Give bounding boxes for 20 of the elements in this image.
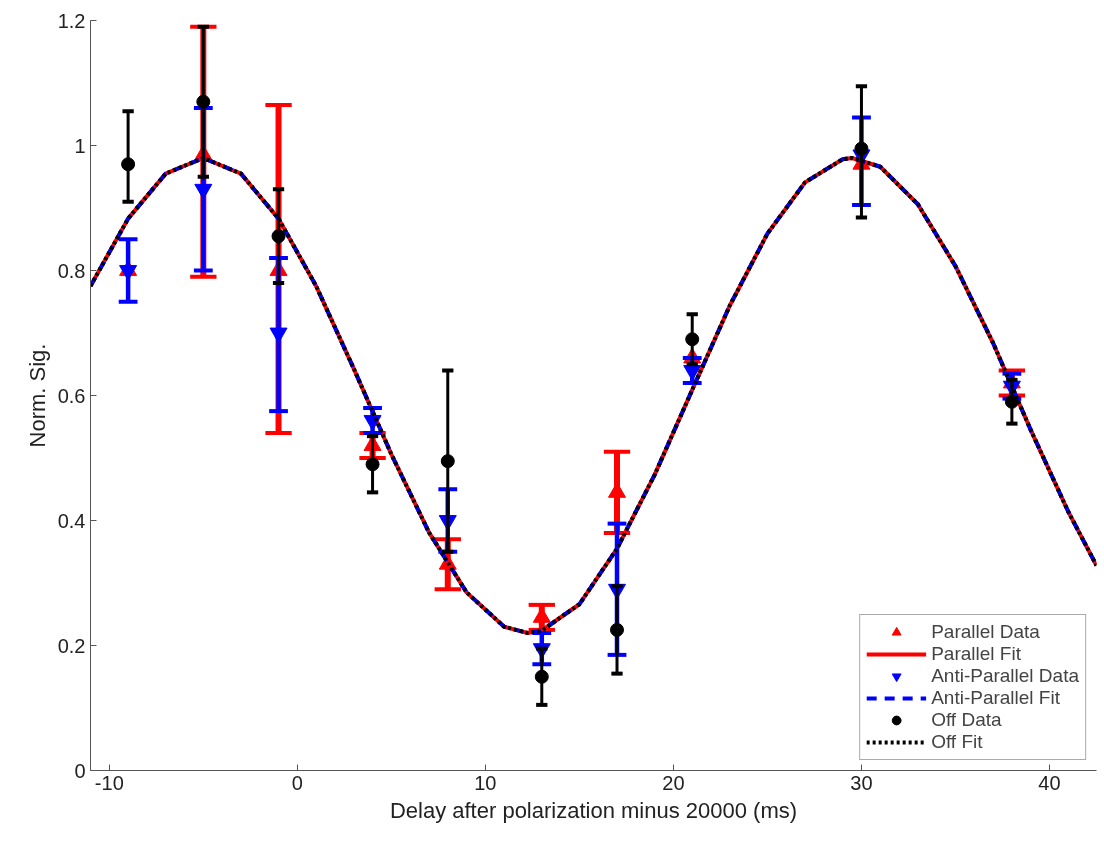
- y-tick-label: 1: [74, 134, 86, 157]
- x-tick-label: -10: [94, 771, 124, 794]
- legend-label: Parallel Data: [931, 621, 1040, 643]
- legend-label: Off Fit: [931, 731, 983, 753]
- y-axis-title: Norm. Sig.: [24, 343, 50, 448]
- x-tick-label: 20: [662, 771, 685, 794]
- x-tick-label: 10: [474, 771, 497, 794]
- x-tick-label: 0: [291, 771, 303, 794]
- x-tick-label: 40: [1038, 771, 1061, 794]
- legend-label: Anti-Parallel Data: [931, 665, 1079, 687]
- x-axis-title: Delay after polarization minus 20000 (ms): [389, 797, 798, 823]
- y-tick-label: 0.2: [57, 634, 86, 657]
- y-tick-label: 1.2: [57, 9, 86, 32]
- y-tick-label: 0.6: [57, 384, 86, 407]
- legend-label: Anti-Parallel Fit: [931, 687, 1060, 709]
- y-tick-label: 0.8: [57, 259, 86, 282]
- legend-label: Parallel Fit: [931, 643, 1021, 665]
- x-tick-label: 30: [850, 771, 873, 794]
- legend-label: Off Data: [931, 709, 1002, 731]
- y-tick-label: 0.4: [57, 509, 86, 532]
